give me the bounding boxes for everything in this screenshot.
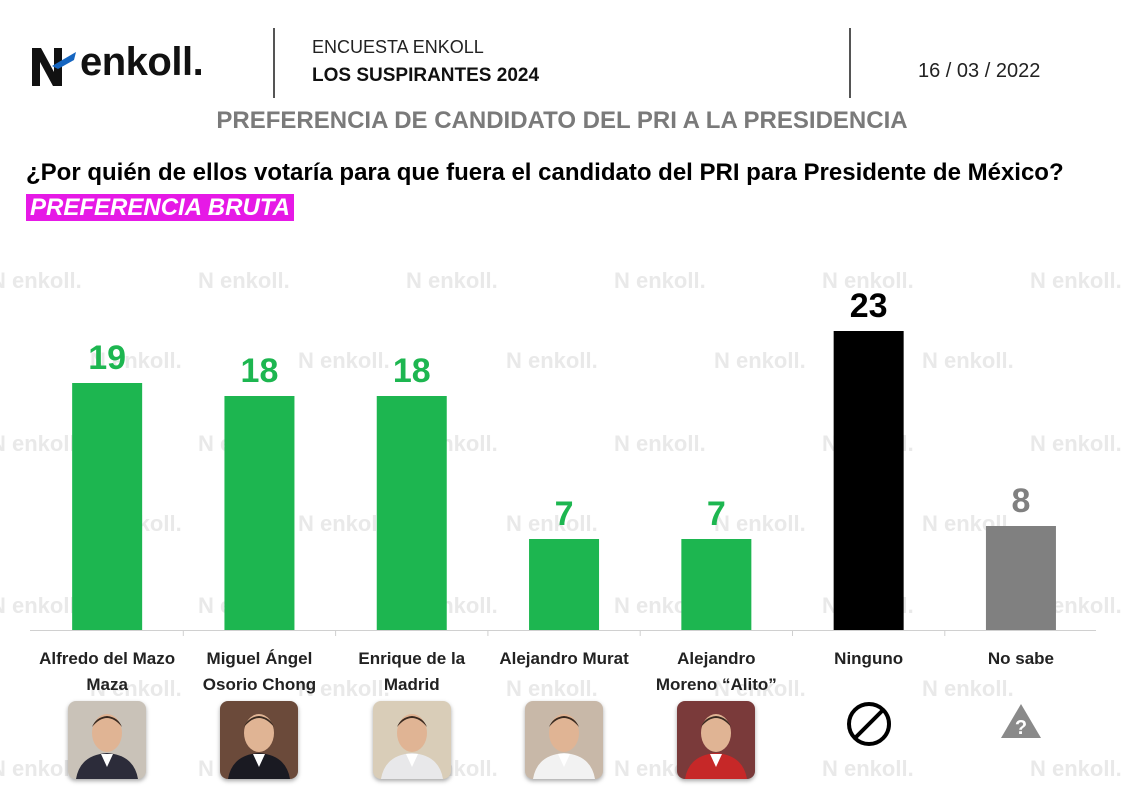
prohibited-icon <box>839 694 899 754</box>
category-label-line: No sabe <box>987 649 1054 668</box>
category-label-line: Enrique de la <box>358 649 466 668</box>
survey-date: 16 / 03 / 2022 <box>918 60 1041 82</box>
bar-1 <box>72 383 143 630</box>
candidate-photo <box>525 701 604 779</box>
data-label-6: 23 <box>850 287 888 325</box>
category-label-line: Alejandro <box>677 649 756 668</box>
data-label-4: 7 <box>555 495 574 533</box>
bar-5 <box>681 539 752 630</box>
candidate-photo <box>677 701 756 779</box>
bar-7 <box>985 526 1056 630</box>
category-label-3: Enrique de la Madrid <box>337 646 487 698</box>
svg-text:?: ? <box>1015 717 1027 739</box>
question-icon: ? <box>991 694 1051 754</box>
data-label-2: 18 <box>241 352 279 390</box>
enkoll-logo-icon <box>32 48 76 86</box>
category-label-line: Alejandro Murat <box>499 649 629 668</box>
data-label-5: 7 <box>707 495 726 533</box>
enkoll-logo: enkoll. <box>30 40 230 95</box>
category-label-2: Miguel Ángel Osorio Chong <box>184 646 334 698</box>
data-label-3: 18 <box>393 352 431 390</box>
category-label-1: Alfredo del Mazo Maza <box>32 646 182 698</box>
survey-name: ENCUESTA ENKOLL <box>312 37 484 57</box>
category-label-line: Miguel Ángel <box>206 649 313 668</box>
candidate-photo <box>372 701 451 779</box>
enkoll-logo-text: enkoll. <box>80 40 204 84</box>
category-label-7: No sabe <box>946 646 1096 672</box>
category-label-6: Ninguno <box>794 646 944 672</box>
header-divider-right <box>849 28 851 98</box>
candidate-photo <box>68 701 147 779</box>
data-label-7: 8 <box>1011 482 1030 520</box>
survey-subtitle: LOS SUSPIRANTES 2024 <box>312 65 540 86</box>
category-label-5: Alejandro Moreno “Alito” <box>641 646 791 698</box>
category-label-line: Maza <box>86 675 128 694</box>
category-label-line: Osorio Chong <box>202 675 317 694</box>
category-label-line: Ninguno <box>834 649 904 668</box>
bar-4 <box>529 539 600 630</box>
category-label-line: Alfredo del Mazo <box>39 649 176 668</box>
category-label-line: Moreno “Alito” <box>655 675 777 694</box>
category-label-line: Madrid <box>383 675 440 694</box>
survey-question: ¿Por quién de ellos votaría para que fue… <box>26 155 1086 225</box>
bar-3 <box>376 396 447 630</box>
bar-6 <box>833 331 904 630</box>
chart-subtitle: PREFERENCIA DE CANDIDATO DEL PRI A LA PR… <box>216 107 908 134</box>
bar-2 <box>224 396 295 630</box>
question-tag: PREFERENCIA BRUTA <box>26 194 295 221</box>
question-text: ¿Por quién de ellos votaría para que fue… <box>26 159 1064 186</box>
candidate-photo <box>220 701 299 779</box>
category-label-4: Alejandro Murat <box>489 646 639 672</box>
data-label-1: 19 <box>88 339 126 377</box>
header-divider-left <box>273 28 275 98</box>
